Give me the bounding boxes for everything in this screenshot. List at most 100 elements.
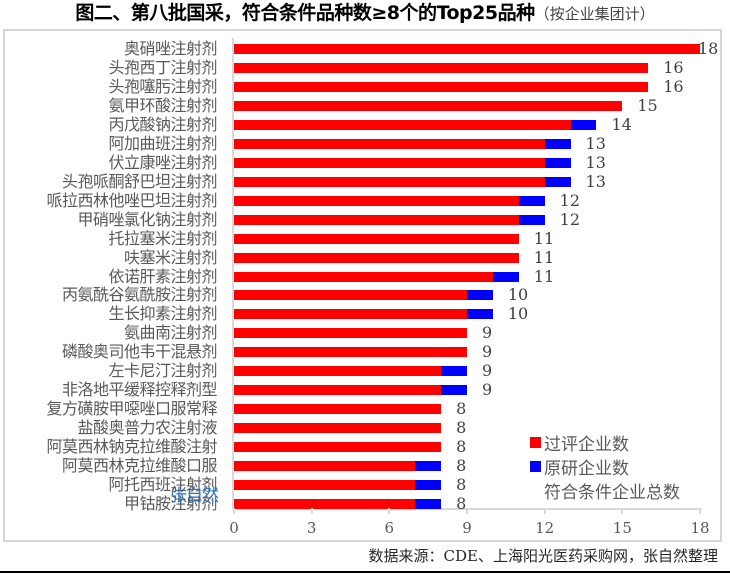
bar-evaluated xyxy=(234,81,649,92)
legend-item-evaluated: 过评企业数 xyxy=(530,430,680,455)
x-tick xyxy=(621,508,624,514)
bar-originator xyxy=(570,119,597,130)
x-tick xyxy=(699,508,701,514)
bar-evaluated xyxy=(234,214,519,225)
chart-title-main: 图二、第八批国采，符合条件品种数≥8个的Top25品种 xyxy=(75,2,535,24)
category-label: 磷酸奥司他韦干混悬剂 xyxy=(61,342,218,362)
chart-title-sub: （按企业集团计） xyxy=(534,5,655,23)
total-value-label: 13 xyxy=(585,133,606,153)
category-label: 盐酸奥普力农注射液 xyxy=(77,418,217,438)
legend-label: 符合条件企业总数 xyxy=(544,482,680,503)
bar-originator xyxy=(518,195,545,206)
y-axis-line xyxy=(232,38,234,510)
bar-evaluated xyxy=(234,233,519,244)
total-value-label: 11 xyxy=(533,266,555,286)
bar-originator xyxy=(441,366,467,377)
total-value-label: 9 xyxy=(482,323,493,343)
total-value-label: 12 xyxy=(559,190,581,210)
category-label: 依诺肝素注射剂 xyxy=(108,266,217,286)
category-label: 氨甲环酸注射剂 xyxy=(108,95,217,115)
total-value-label: 14 xyxy=(611,114,632,134)
legend-swatch-red xyxy=(530,436,541,448)
bar-evaluated xyxy=(234,442,442,453)
bar-evaluated xyxy=(234,62,649,73)
legend-label: 原研企业数 xyxy=(544,458,629,479)
category-label: 奥硝唑注射剂 xyxy=(123,39,218,58)
total-value-label: 9 xyxy=(482,361,493,381)
category-label: 氨曲南注射剂 xyxy=(123,323,218,343)
total-value-label: 8 xyxy=(456,475,467,495)
bar-originator xyxy=(467,290,493,301)
bar-evaluated xyxy=(234,480,416,491)
bar-evaluated xyxy=(234,271,493,282)
category-label: 哌拉西林他唑巴坦注射剂 xyxy=(46,190,217,210)
bar-originator xyxy=(441,385,467,396)
x-tick-label: 18 xyxy=(690,519,710,537)
chart-frame xyxy=(3,29,722,542)
category-label: 托拉塞米注射剂 xyxy=(108,228,217,248)
x-tick-label: 12 xyxy=(535,519,555,537)
bar-originator xyxy=(518,214,545,225)
bar-evaluated xyxy=(234,461,416,472)
bar-evaluated xyxy=(234,347,467,358)
x-tick xyxy=(466,508,468,514)
bar-evaluated xyxy=(234,309,467,320)
total-value-label: 16 xyxy=(663,57,684,77)
total-value-label: 11 xyxy=(533,247,555,267)
legend-label: 过评企业数 xyxy=(544,434,629,455)
x-tick-label: 6 xyxy=(384,519,395,537)
total-value-label: 8 xyxy=(456,437,467,457)
total-value-label: 10 xyxy=(507,285,529,305)
x-tick xyxy=(233,508,235,514)
bar-originator xyxy=(467,309,493,320)
legend-swatch-blue xyxy=(530,460,541,472)
total-value-label: 12 xyxy=(559,209,581,229)
category-label: 复方磺胺甲噁唑口服常释 xyxy=(46,399,217,419)
category-label: 头孢哌酮舒巴坦注射剂 xyxy=(61,171,218,191)
total-value-label: 13 xyxy=(585,152,606,172)
category-label: 左卡尼汀注射剂 xyxy=(108,361,217,381)
total-value-label: 9 xyxy=(482,380,493,400)
bar-originator xyxy=(415,461,442,472)
total-value-label: 8 xyxy=(456,494,467,514)
category-label: 阿莫西林钠克拉维酸注射 xyxy=(46,437,217,457)
total-value-label: 16 xyxy=(663,76,684,96)
total-value-label: 8 xyxy=(456,418,467,438)
total-value-label: 8 xyxy=(456,456,467,476)
bar-originator xyxy=(544,138,571,149)
category-label: 阿加曲班注射剂 xyxy=(108,133,217,153)
x-tick xyxy=(310,508,313,514)
bar-evaluated xyxy=(234,423,442,434)
bar-evaluated xyxy=(234,119,571,130)
total-value-label: 18 xyxy=(698,39,719,58)
bar-evaluated xyxy=(234,138,545,149)
total-value-label: 15 xyxy=(637,95,658,115)
bar-evaluated xyxy=(234,195,519,206)
legend-item-total: 符合条件企业总数 xyxy=(530,478,680,503)
bar-originator xyxy=(492,271,519,282)
total-value-label: 10 xyxy=(507,304,529,324)
bar-originator xyxy=(415,499,442,510)
bar-evaluated xyxy=(234,499,416,510)
author-watermark: 张自然 xyxy=(170,486,219,506)
category-label: 伏立康唑注射剂 xyxy=(108,152,217,172)
chart-title: 图二、第八批国采，符合条件品种数≥8个的Top25品种（按企业集团计） xyxy=(0,0,730,28)
category-label: 头孢西丁注射剂 xyxy=(108,57,217,77)
bar-evaluated xyxy=(234,385,442,396)
category-label: 头孢噻肟注射剂 xyxy=(108,76,217,96)
x-tick xyxy=(543,508,546,514)
bar-evaluated xyxy=(234,290,467,301)
data-source-note: 数据来源：CDE、上海阳光医药采购网，张自然整理 xyxy=(368,547,718,565)
category-label: 生长抑素注射剂 xyxy=(108,304,217,324)
bar-evaluated xyxy=(234,44,700,54)
category-label: 呋塞米注射剂 xyxy=(123,247,218,267)
category-label: 丙氨酰谷氨酰胺注射剂 xyxy=(61,285,218,305)
x-tick-label: 0 xyxy=(229,519,239,537)
category-label: 甲钴胺注射剂 xyxy=(123,494,218,514)
bar-evaluated xyxy=(234,252,519,263)
legend-item-originator: 原研企业数 xyxy=(530,454,680,479)
bar-evaluated xyxy=(234,176,545,187)
legend: 过评企业数 原研企业数 符合条件企业总数 xyxy=(530,430,680,503)
category-label: 甲硝唑氯化钠注射剂 xyxy=(77,209,217,229)
bar-originator xyxy=(544,157,571,168)
